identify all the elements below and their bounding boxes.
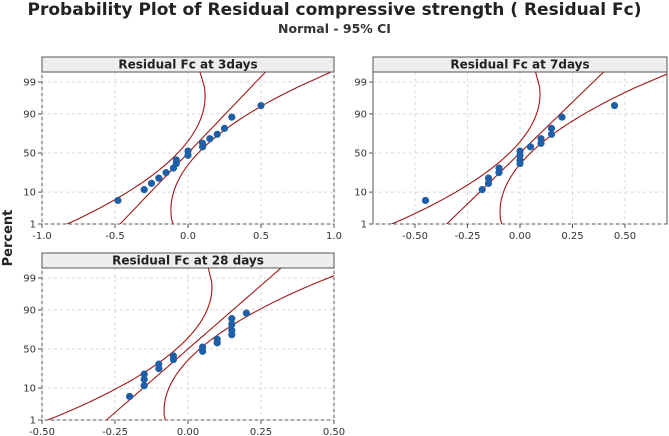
ci-upper-curve: [170, 72, 333, 224]
data-point: [547, 130, 556, 138]
y-tick-label: 10: [23, 384, 36, 395]
panel-title: Residual Fc at 3days: [118, 58, 257, 72]
y-tick-label: 1: [361, 220, 367, 231]
data-point: [114, 196, 122, 205]
y-tick-label: 90: [23, 305, 36, 316]
ci-lower-curve: [390, 72, 541, 224]
x-tick-label: 0.00: [177, 427, 199, 436]
data-point: [140, 382, 148, 390]
plot-area: [46, 268, 334, 420]
y-tick-label: 50: [23, 149, 36, 160]
y-tick-label: 1: [30, 416, 36, 427]
plot-panel-3: Residual Fc at 28 days -0.50 -0.25 0.00 0.25…: [23, 252, 345, 436]
data-point: [257, 101, 265, 110]
plot-panel-1: Residual Fc at 3days -1.0 -0.5 0.0 0.5 1.0 1 10…: [23, 56, 342, 242]
data-point: [126, 392, 134, 401]
y-tick-label: 10: [354, 188, 367, 199]
data-point: [206, 135, 214, 143]
x-tick-label: 0.5: [253, 231, 269, 242]
panel-strip: [41, 56, 335, 73]
x-tick-label: -1.0: [32, 231, 52, 242]
y-tick-label: 99: [23, 274, 36, 285]
x-tick-label: -0.50: [29, 427, 55, 436]
x-tick-label: 0.50: [614, 231, 636, 242]
fit-line: [105, 268, 282, 420]
panel-strip: [372, 56, 668, 73]
figure-subtitle: Normal - 95% CI: [278, 21, 391, 36]
x-tick-label: -0.25: [102, 427, 128, 436]
ci-upper-curve: [499, 73, 667, 224]
data-point: [213, 335, 221, 343]
ci-lower-curve: [65, 72, 206, 224]
data-point: [484, 179, 493, 187]
data-point: [228, 320, 236, 328]
x-tick-label: 0.25: [561, 231, 583, 242]
y-tick-label: 90: [23, 109, 36, 120]
plot-area: [65, 72, 333, 224]
data-point: [228, 113, 236, 121]
y-tick-label: 99: [354, 78, 367, 89]
data-point: [558, 113, 566, 121]
data-point: [199, 343, 207, 351]
data-point: [220, 124, 229, 132]
data-point: [213, 130, 221, 138]
y-tick-label: 50: [23, 345, 36, 356]
data-point: [162, 169, 170, 177]
data-point: [547, 124, 556, 132]
data-point: [169, 352, 177, 360]
x-tick-label: 1.0: [326, 231, 342, 242]
y-tick-label: 99: [23, 78, 36, 89]
y-tick-label: 90: [354, 109, 367, 120]
data-point: [516, 147, 524, 155]
x-tick-label: 0.0: [180, 231, 196, 242]
data-point: [228, 315, 236, 323]
x-tick-label: 0.00: [509, 231, 531, 242]
panel-strip: [41, 252, 335, 269]
x-tick-label: -0.25: [455, 231, 481, 242]
data-point: [484, 174, 493, 182]
plot-panel-2: Residual Fc at 7days -0.50 -0.25 0.00 0.25 0.…: [354, 56, 668, 242]
y-axis-label: Percent: [1, 210, 16, 267]
x-tick-label: -0.50: [402, 231, 428, 242]
panel-title: Residual Fc at 7days: [450, 58, 589, 72]
data-point: [155, 174, 163, 182]
data-point: [495, 164, 503, 172]
data-point: [228, 326, 236, 334]
data-point: [147, 179, 156, 187]
data-point: [172, 156, 180, 164]
data-point: [140, 375, 148, 383]
panel-title: Residual Fc at 28 days: [112, 254, 264, 268]
data-point: [140, 370, 148, 378]
data-point: [610, 101, 619, 110]
data-point: [526, 143, 535, 151]
data-point: [421, 196, 430, 205]
data-point: [184, 147, 192, 155]
figure-title: Probability Plot of Residual compressive…: [27, 0, 642, 20]
data-point: [155, 360, 163, 368]
data-point: [242, 309, 250, 317]
y-tick-label: 1: [30, 220, 36, 231]
data-point: [199, 139, 207, 147]
ci-lower-curve: [46, 268, 213, 420]
data-point: [140, 186, 148, 194]
y-tick-label: 50: [354, 149, 367, 160]
x-tick-label: 0.50: [323, 427, 345, 436]
data-point: [478, 186, 486, 194]
x-tick-label: 0.25: [250, 427, 272, 436]
x-tick-label: -0.5: [105, 231, 125, 242]
data-point: [537, 135, 545, 143]
y-tick-label: 10: [23, 188, 36, 199]
plot-area: [390, 72, 667, 224]
